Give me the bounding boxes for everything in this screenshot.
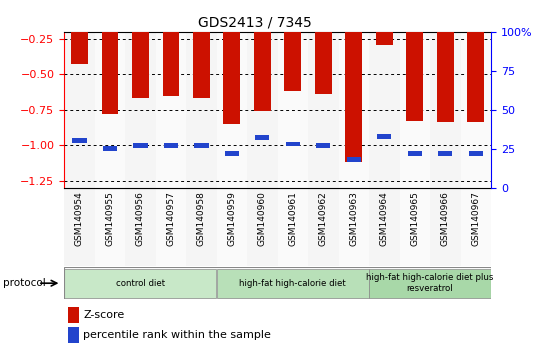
Text: GSM140967: GSM140967 <box>472 192 480 246</box>
Bar <box>247 188 277 266</box>
Bar <box>194 143 209 148</box>
Bar <box>339 188 369 266</box>
Bar <box>316 143 330 148</box>
Text: GSM140962: GSM140962 <box>319 192 328 246</box>
Bar <box>125 188 156 266</box>
FancyBboxPatch shape <box>369 269 490 297</box>
Text: protocol: protocol <box>3 278 46 288</box>
Text: high-fat high-calorie diet: high-fat high-calorie diet <box>239 279 346 288</box>
Bar <box>224 4 240 124</box>
Bar <box>255 135 270 140</box>
Bar <box>125 32 156 188</box>
Bar <box>460 32 491 188</box>
Bar <box>64 267 491 299</box>
Bar <box>460 188 491 266</box>
Bar <box>408 151 422 156</box>
Bar <box>437 4 454 122</box>
Bar <box>468 4 484 122</box>
Text: GSM140956: GSM140956 <box>136 192 145 246</box>
Bar <box>400 32 430 188</box>
Text: GSM140959: GSM140959 <box>227 192 237 246</box>
Text: high-fat high-calorie diet plus
resveratrol: high-fat high-calorie diet plus resverat… <box>367 274 494 293</box>
Bar <box>438 151 453 156</box>
Bar <box>217 32 247 188</box>
Bar <box>406 4 423 121</box>
Bar <box>345 4 362 162</box>
Bar <box>186 32 217 188</box>
Bar <box>430 32 460 188</box>
Text: GSM140965: GSM140965 <box>410 192 419 246</box>
Text: Z-score: Z-score <box>83 310 124 320</box>
Bar <box>377 134 392 139</box>
Bar <box>163 143 178 148</box>
Text: GSM140961: GSM140961 <box>288 192 297 246</box>
Bar <box>71 4 88 64</box>
Bar <box>225 151 239 156</box>
Bar <box>278 32 308 188</box>
Bar <box>64 188 95 266</box>
Bar <box>156 188 186 266</box>
Bar <box>103 146 117 151</box>
Bar <box>132 4 149 98</box>
Bar <box>469 151 483 156</box>
Bar <box>156 32 186 188</box>
Text: GSM140958: GSM140958 <box>197 192 206 246</box>
Bar <box>285 4 301 91</box>
Bar <box>102 4 118 114</box>
Bar <box>186 188 217 266</box>
Text: GSM140954: GSM140954 <box>75 192 84 246</box>
Bar <box>278 188 308 266</box>
Bar <box>247 32 277 188</box>
Bar <box>217 188 247 266</box>
Bar <box>69 327 79 343</box>
FancyBboxPatch shape <box>65 269 217 297</box>
Bar <box>400 188 430 266</box>
Bar <box>162 4 179 96</box>
Bar <box>286 142 300 147</box>
Text: GDS2413 / 7345: GDS2413 / 7345 <box>199 16 312 30</box>
Bar <box>308 188 339 266</box>
Bar <box>369 32 400 188</box>
Text: GSM140966: GSM140966 <box>441 192 450 246</box>
Text: GSM140957: GSM140957 <box>166 192 175 246</box>
Bar <box>376 4 393 45</box>
Bar <box>369 188 400 266</box>
Text: GSM140964: GSM140964 <box>380 192 389 246</box>
FancyBboxPatch shape <box>217 269 369 297</box>
Bar <box>430 188 460 266</box>
Bar <box>308 32 339 188</box>
Bar <box>64 32 95 188</box>
Text: GSM140955: GSM140955 <box>105 192 114 246</box>
Text: percentile rank within the sample: percentile rank within the sample <box>83 330 271 340</box>
Bar <box>95 32 125 188</box>
Bar <box>193 4 210 98</box>
Bar <box>95 188 125 266</box>
Bar <box>315 4 331 94</box>
Bar <box>254 4 271 111</box>
Bar <box>133 143 147 148</box>
Text: GSM140963: GSM140963 <box>349 192 358 246</box>
Bar <box>73 138 86 143</box>
Text: control diet: control diet <box>116 279 165 288</box>
Bar <box>339 32 369 188</box>
Bar <box>69 307 79 323</box>
Bar <box>347 157 361 162</box>
Text: GSM140960: GSM140960 <box>258 192 267 246</box>
